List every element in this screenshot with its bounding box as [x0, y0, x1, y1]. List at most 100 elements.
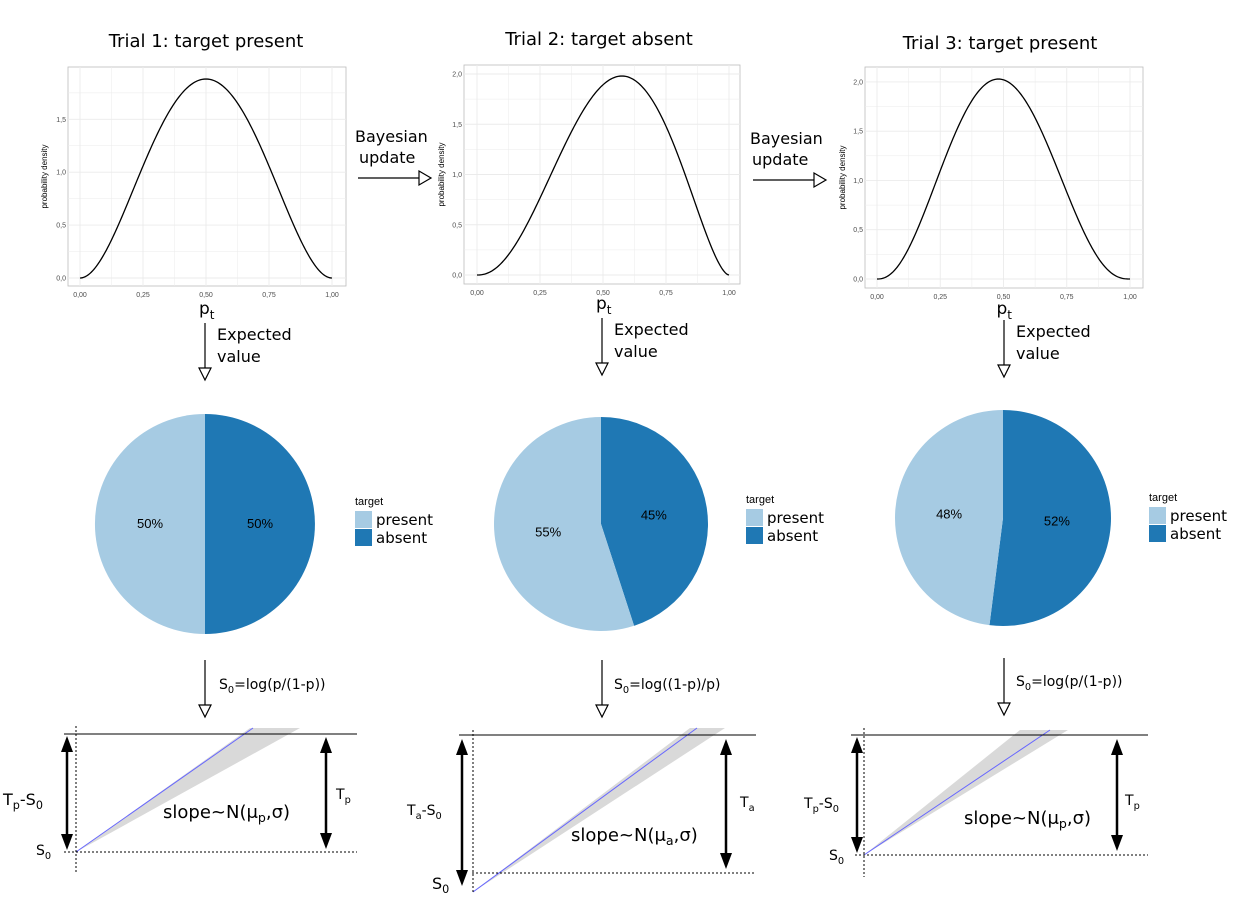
x-tick-label: 0,25 [136, 292, 150, 299]
pie-legend-1: target present absent [355, 496, 433, 547]
x-tick-label: 1,00 [1123, 294, 1137, 301]
x-axis-label: pt [997, 299, 1013, 322]
x-tick-label: 0,75 [659, 290, 673, 297]
pie-chart-1: 50% 50% [94, 414, 315, 635]
pie-slice-present [94, 414, 205, 635]
start-point-formula: S0=log((1-p)/p) [614, 677, 721, 696]
legend-item-present: present [767, 509, 824, 527]
y-tick-label: 0,0 [853, 277, 863, 284]
pie-slice-present [895, 410, 1003, 626]
pie-slice-absent [601, 417, 709, 626]
x-tick-label: 0,50 [596, 290, 610, 297]
mean-slope-line [75, 727, 254, 853]
distance-label: Tp-S0 [803, 796, 839, 815]
density-plot-3: 0,00 0,25 0,50 0,75 1,00 0,0 0,5 1,0 1,5 2,0 proba… [838, 66, 1144, 322]
y-axis-label: probability density [838, 145, 847, 209]
x-tick-label: 1,00 [722, 290, 736, 297]
legend-item-present: present [376, 511, 433, 529]
legend-item-absent: absent [376, 529, 427, 547]
y-tick-label: 1,0 [56, 170, 66, 177]
slope-label: slope~N(μp,σ) [964, 808, 1091, 831]
pie-slice-absent [205, 414, 315, 634]
pie-label-present: 48% [936, 507, 962, 522]
accumulator-diagram-1: Tp-S0 Tp S0 slope~N(μp,σ) [2, 726, 357, 874]
ev-label-line2: value [614, 342, 658, 361]
start-point-arrow-2: S0=log((1-p)/p) [595, 660, 721, 719]
accumulator-diagram-3: Tp-S0 Tp S0 slope~N(μp,σ) [803, 728, 1148, 877]
y-tick-label: 0,0 [452, 273, 462, 280]
start-point-formula: S0=log(p/(1-p)) [1016, 674, 1123, 693]
expected-value-arrow-2: Expected value [595, 318, 689, 377]
start-point-arrow-1: S0=log(p/(1-p)) [198, 660, 326, 719]
x-axis-label: pt [596, 294, 612, 317]
bayes-label-line2: update [359, 148, 415, 167]
pie-legend-2: target present absent [746, 494, 824, 545]
pie-label-absent: 45% [641, 508, 667, 523]
start-point-arrow-3: S0=log(p/(1-p)) [997, 658, 1123, 717]
legend-swatch-absent [746, 527, 763, 544]
start-label: S0 [432, 874, 449, 896]
x-tick-label: 0,00 [870, 294, 884, 301]
slope-label: slope~N(μa,σ) [571, 825, 698, 848]
distance-label: Tp-S0 [2, 790, 43, 812]
x-tick-label: 0,00 [73, 292, 87, 299]
distance-label: Ta-S0 [406, 803, 442, 822]
bayes-label-line1: Bayesian [355, 127, 428, 146]
slope-uncertainty-band [473, 728, 725, 892]
bayes-label-line1: Bayesian [750, 129, 823, 148]
slope-uncertainty-band [76, 728, 300, 852]
legend-swatch-absent [355, 529, 372, 546]
plot-panel [67, 66, 347, 287]
ev-label-line2: value [1016, 344, 1060, 363]
start-label: S0 [829, 848, 844, 867]
y-axis-label: probability density [437, 142, 446, 206]
legend-swatch-present [1149, 507, 1166, 524]
density-curve [79, 78, 333, 279]
y-axis-label: probability density [40, 144, 49, 208]
density-curve [476, 75, 730, 276]
pie-label-absent: 52% [1044, 513, 1070, 528]
legend-swatch-absent [1149, 525, 1166, 542]
expected-value-arrow-1: Expected value [198, 323, 292, 382]
legend-swatch-present [746, 509, 763, 526]
density-plot-1: 0,00 0,25 0,50 0,75 1,00 0,0 0,5 1,0 1,5 probabil… [40, 66, 347, 322]
y-tick-label: 1,5 [452, 122, 462, 129]
y-tick-label: 0,0 [56, 276, 66, 283]
legend-item-present: present [1170, 507, 1227, 525]
legend-swatch-present [355, 511, 372, 528]
expected-value-arrow-3: Expected value [997, 320, 1091, 379]
y-tick-label: 1,0 [853, 178, 863, 185]
bayes-label-line2: update [752, 150, 808, 169]
pie-chart-2: 45% 55% [494, 417, 709, 631]
legend-title: target [1149, 492, 1177, 504]
density-plot-2: 0,00 0,25 0,50 0,75 1,00 0,0 0,5 1,0 1,5 2,0 proba… [437, 64, 741, 317]
start-label: S0 [36, 843, 51, 862]
accumulator-diagram-2: Ta-S0 Ta S0 slope~N(μa,σ) [406, 727, 756, 896]
panel-2-title: Trial 2: target absent [504, 29, 693, 50]
pie-label-present: 55% [535, 524, 561, 539]
x-tick-label: 0,50 [199, 292, 213, 299]
x-tick-label: 0,75 [1060, 294, 1074, 301]
mean-slope-line [863, 729, 1051, 856]
y-tick-label: 0,5 [452, 222, 462, 229]
pie-label-present: 50% [137, 516, 163, 531]
ev-label-line1: Expected [614, 320, 689, 339]
legend-title: target [355, 496, 383, 508]
y-tick-label: 2,0 [853, 79, 863, 86]
x-tick-label: 1,00 [325, 292, 339, 299]
y-tick-label: 1,5 [56, 117, 66, 124]
legend-item-absent: absent [1170, 525, 1221, 543]
y-tick-label: 2,0 [452, 72, 462, 79]
pie-label-absent: 50% [247, 516, 273, 531]
x-axis-label: pt [199, 299, 215, 322]
panel-1-title: Trial 1: target present [108, 31, 304, 52]
threshold-label: Tp [335, 787, 351, 806]
y-tick-label: 0,5 [56, 223, 66, 230]
slope-label: slope~N(μp,σ) [163, 802, 290, 825]
y-tick-label: 0,5 [853, 227, 863, 234]
mean-slope-line [472, 727, 698, 893]
x-tick-label: 0,25 [933, 294, 947, 301]
bayesian-update-arrow-1: Bayesian update [355, 127, 433, 187]
legend-item-absent: absent [767, 527, 818, 545]
